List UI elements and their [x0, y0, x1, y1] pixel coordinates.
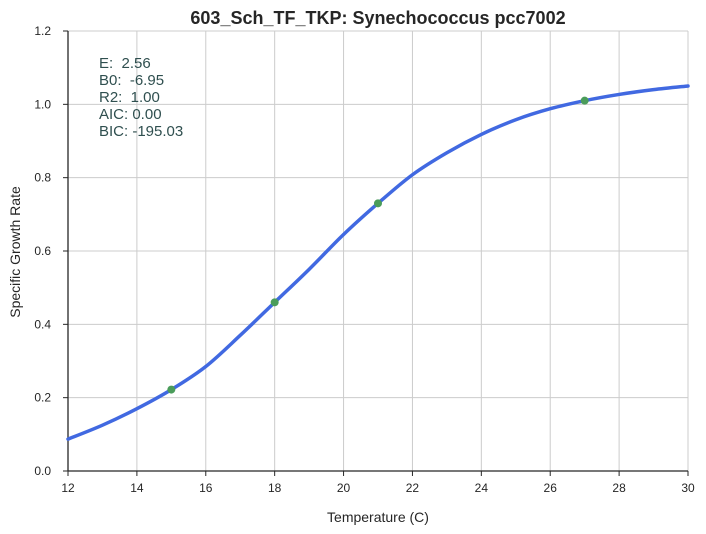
y-tick-label: 0.6 [34, 244, 51, 258]
y-tick-label: 1.2 [34, 24, 51, 38]
data-point [374, 199, 382, 208]
data-point [167, 385, 176, 394]
x-tick-label: 16 [199, 481, 213, 495]
y-tick-label: 0.8 [34, 171, 51, 185]
y-tick-label: 1.0 [34, 97, 51, 111]
y-tick-label: 0.0 [34, 464, 51, 478]
axes [63, 30, 689, 476]
x-axis-label: Temperature (C) [327, 509, 429, 525]
x-tick-label: 26 [544, 481, 558, 495]
fit-statistic-line: R2: 1.00 [99, 89, 160, 106]
x-tick-label: 12 [61, 481, 75, 495]
y-tick-label: 0.4 [34, 317, 51, 331]
plot-area [66, 84, 690, 441]
fit-statistic-line: BIC: -195.03 [99, 123, 183, 140]
x-tick-label: 20 [337, 481, 351, 495]
data-point [580, 96, 589, 105]
fit-statistic-line: B0: -6.95 [99, 72, 164, 89]
y-tick-label: 0.2 [34, 391, 51, 405]
x-tick-label: 24 [475, 481, 489, 495]
x-tick-label: 14 [130, 481, 144, 495]
tick-labels: 12 14 16 18 20 22 24 26 28 30 0.0 0.2 0.4 0.6 0.8 1.0 1.… [34, 24, 695, 495]
y-axis-label: Specific Growth Rate [7, 186, 23, 318]
chart-title: 603_Sch_TF_TKP: Synechococcus pcc7002 [190, 8, 565, 28]
fit-statistic-line: E: 2.56 [99, 55, 151, 72]
x-tick-label: 18 [268, 481, 282, 495]
data-point [270, 298, 279, 307]
x-tick-label: 28 [612, 481, 626, 495]
fit-statistic-line: AIC: 0.00 [99, 106, 162, 123]
x-tick-label: 30 [681, 481, 695, 495]
x-tick-label: 22 [406, 481, 420, 495]
